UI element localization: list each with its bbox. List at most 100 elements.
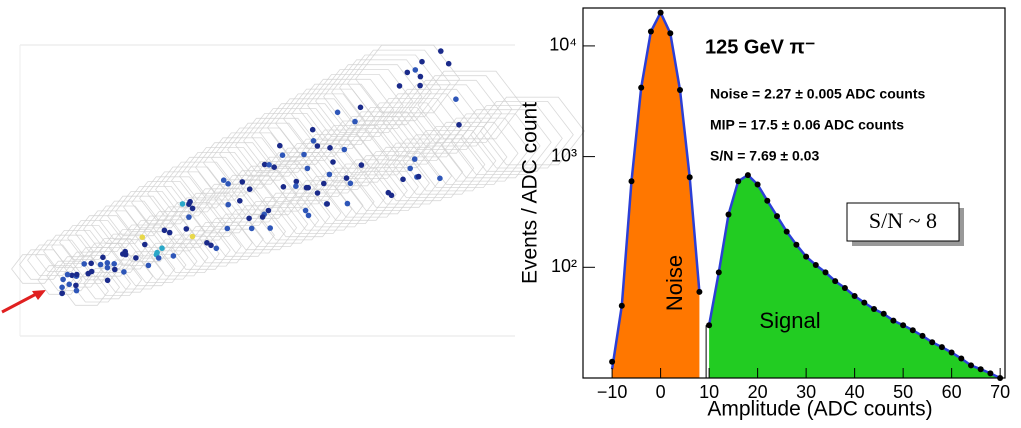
data-point bbox=[900, 322, 907, 329]
hit bbox=[179, 201, 186, 207]
hexagon bbox=[83, 210, 141, 249]
hexagon bbox=[347, 49, 451, 118]
hit bbox=[293, 183, 299, 189]
data-point bbox=[783, 228, 790, 235]
hexagon bbox=[211, 132, 292, 185]
arrow bbox=[1, 290, 41, 314]
hit bbox=[344, 200, 351, 207]
hit bbox=[112, 266, 118, 273]
hit bbox=[456, 122, 462, 128]
data-point bbox=[686, 174, 693, 181]
x-tick-label: 20 bbox=[748, 382, 768, 402]
hit bbox=[326, 171, 333, 178]
data-point bbox=[890, 317, 897, 324]
hit bbox=[66, 281, 72, 288]
data-point bbox=[793, 241, 800, 248]
hit bbox=[104, 277, 111, 284]
hexagon bbox=[240, 161, 318, 212]
hexagon bbox=[235, 117, 320, 173]
fit-line bbox=[610, 9, 701, 370]
data-point bbox=[609, 358, 616, 365]
hit bbox=[347, 180, 354, 187]
hit bbox=[304, 165, 311, 172]
hexagon bbox=[150, 238, 209, 277]
arrow-head bbox=[32, 290, 46, 300]
hexagon bbox=[55, 256, 104, 288]
data-point bbox=[725, 211, 732, 218]
data-point bbox=[977, 366, 984, 373]
data-point bbox=[803, 253, 810, 260]
hexagon bbox=[75, 215, 132, 253]
data-point bbox=[764, 197, 771, 204]
hit bbox=[104, 260, 111, 266]
hit bbox=[341, 146, 348, 153]
hexagon bbox=[91, 205, 151, 245]
x-tick-label: 60 bbox=[942, 382, 962, 402]
data-point bbox=[812, 262, 819, 268]
hit bbox=[59, 284, 65, 291]
hexagon bbox=[293, 134, 380, 190]
hit bbox=[155, 255, 162, 261]
data-point bbox=[822, 269, 829, 276]
hit bbox=[122, 251, 129, 258]
hexagon bbox=[390, 84, 492, 151]
data-point bbox=[706, 322, 713, 329]
x-tick-label: 0 bbox=[656, 382, 666, 402]
hit bbox=[407, 165, 414, 172]
data-point bbox=[657, 9, 664, 16]
data-point bbox=[696, 288, 703, 295]
x-axis-label: Amplitude (ADC counts) bbox=[707, 398, 932, 421]
hexagon bbox=[355, 102, 451, 165]
hit bbox=[293, 178, 300, 185]
hit bbox=[166, 229, 173, 236]
hit bbox=[314, 143, 321, 149]
hexagon bbox=[373, 93, 472, 158]
hexagon bbox=[11, 254, 57, 284]
hit bbox=[309, 126, 316, 133]
hit bbox=[259, 214, 266, 220]
hit bbox=[154, 249, 160, 256]
hit bbox=[248, 225, 255, 232]
hit bbox=[208, 242, 214, 249]
hexagon bbox=[160, 234, 220, 274]
x-tick-label: 70 bbox=[990, 382, 1010, 402]
data-point bbox=[628, 178, 635, 185]
hit bbox=[267, 225, 274, 231]
hexagon bbox=[223, 170, 298, 219]
hit bbox=[411, 156, 418, 162]
hit bbox=[324, 201, 331, 207]
hexagon bbox=[286, 180, 364, 231]
hit bbox=[64, 271, 71, 278]
data-point bbox=[735, 178, 742, 185]
hit bbox=[159, 245, 165, 251]
hexagon bbox=[276, 184, 353, 234]
hexagon bbox=[37, 265, 83, 295]
data-point bbox=[618, 302, 625, 309]
data-point bbox=[744, 172, 751, 179]
data-point bbox=[774, 213, 780, 220]
hexagon bbox=[299, 78, 395, 141]
hexagon bbox=[331, 59, 432, 126]
annotation: S/N = 7.69 ± 0.03 bbox=[710, 148, 819, 164]
hexagon bbox=[99, 200, 160, 241]
data-point bbox=[871, 306, 877, 312]
hexagon bbox=[195, 142, 273, 193]
hexagon bbox=[460, 105, 563, 172]
hexagon bbox=[364, 98, 462, 161]
hexagon bbox=[155, 166, 226, 213]
data-point bbox=[919, 332, 926, 339]
hexagon bbox=[231, 165, 308, 216]
hit bbox=[100, 254, 106, 261]
data-point bbox=[715, 269, 722, 276]
chart-title: 125 GeV π⁻ bbox=[705, 36, 815, 58]
hit bbox=[271, 164, 278, 170]
hexagon bbox=[305, 171, 386, 225]
hexagon bbox=[43, 234, 94, 268]
hit bbox=[145, 262, 152, 269]
hit bbox=[139, 234, 146, 240]
hexagon bbox=[67, 220, 122, 256]
x-tick-label: −10 bbox=[597, 382, 628, 402]
hexagon bbox=[170, 230, 231, 270]
hexagon bbox=[354, 151, 442, 208]
hit bbox=[170, 253, 177, 259]
